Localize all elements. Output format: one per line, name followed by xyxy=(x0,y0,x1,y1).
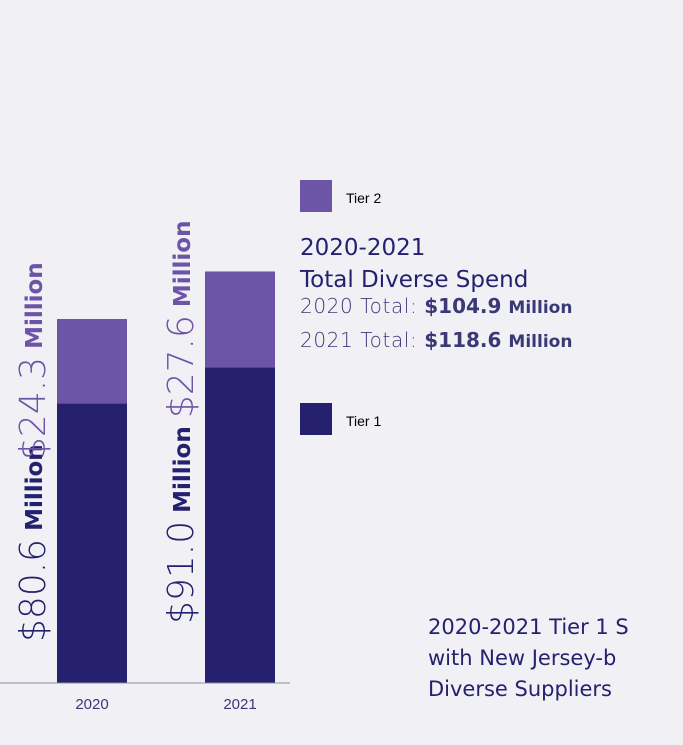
chart-title-line-1: 2020-2021 xyxy=(300,235,426,261)
bar-2020-tier-1 xyxy=(57,403,127,683)
totals-block: 2020 Total: $104.9 Million 2021 Total: $… xyxy=(300,290,572,358)
x-tick-label-2020: 2020 xyxy=(75,696,108,713)
value-label-2020-tier-1: $80.6 Million xyxy=(13,444,54,642)
total-2021-amount: $118.6 xyxy=(424,328,502,352)
value-label-2020-tier-2: $24.3 Million xyxy=(13,262,54,460)
total-2020: 2020 Total: $104.9 Million xyxy=(300,290,572,324)
total-2020-amount: $104.9 xyxy=(424,294,502,318)
total-2020-prefix: 2020 Total: xyxy=(300,294,425,318)
legend-label-tier-1: Tier 1 xyxy=(346,413,382,429)
chart-title-line-2: Total Diverse Spend xyxy=(300,267,529,293)
total-2020-unit: Million xyxy=(508,298,573,318)
value-label-2021-tier-2: $27.6 Million xyxy=(161,221,202,419)
bar-2020-tier-2 xyxy=(57,318,127,404)
total-2021: 2021 Total: $118.6 Million xyxy=(300,324,572,358)
legend-label-tier-2: Tier 2 xyxy=(346,190,382,206)
chart-title: 2020-2021 Total Diverse Spend xyxy=(300,232,528,296)
total-2021-prefix: 2021 Total: xyxy=(300,328,425,352)
value-label-2021-tier-1: $91.0 Million xyxy=(161,426,202,624)
tier-1-note: 2020-2021 Tier 1 S with New Jersey-b Div… xyxy=(428,612,629,705)
total-2021-unit: Million xyxy=(508,332,573,352)
tier-1-note-line-3: Diverse Suppliers xyxy=(428,677,612,701)
x-tick-label-2021: 2021 xyxy=(223,696,256,713)
tier-1-note-line-2: with New Jersey-b xyxy=(428,646,617,670)
legend-swatch-tier-2 xyxy=(300,180,332,212)
bar-2021-tier-1 xyxy=(205,367,275,683)
legend-swatch-tier-1 xyxy=(300,403,332,435)
bar-2021-tier-2 xyxy=(205,271,275,368)
tier-1-note-line-1: 2020-2021 Tier 1 S xyxy=(428,615,629,639)
